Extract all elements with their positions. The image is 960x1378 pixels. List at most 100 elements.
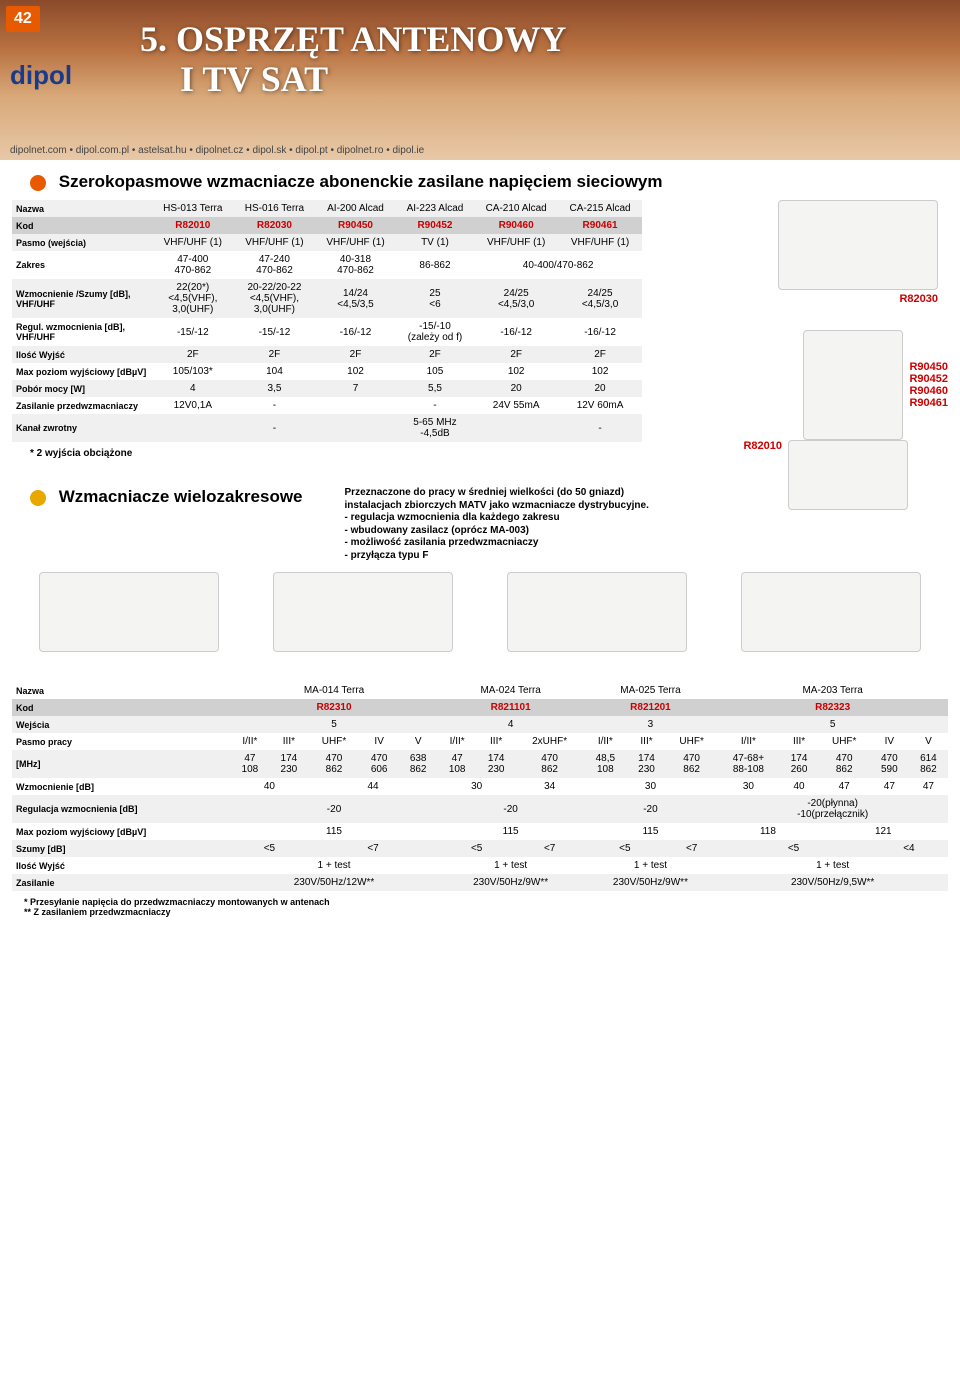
row-label: Nazwa [12,682,230,699]
table-cell: AI-200 Alcad [315,200,395,217]
table-cell: 86-862 [396,251,475,279]
table-cell: <7 [308,840,437,857]
table-cell: MA-025 Terra [584,682,718,699]
table-cell: IV [870,733,909,750]
table-cell: MA-203 Terra [717,682,948,699]
table-cell: -20 [438,795,584,823]
row-label: Max poziom wyjściowy [dBµV] [12,823,230,840]
row-label: Zasilanie [12,874,230,891]
table-cell: -20 [230,795,437,823]
table-cell: 24/25 <4,5/3,0 [474,279,558,318]
table-cell: 14/24 <4,5/3,5 [315,279,395,318]
table-cell: R90450 [315,217,395,234]
table-amplifiers-2: NazwaMA-014 TerraMA-024 TerraMA-025 Terr… [12,682,948,891]
table-cell: HS-016 Terra [234,200,316,217]
table-cell: V [909,733,948,750]
table-cell: 24V 55mA [474,397,558,414]
table-cell: 614 862 [909,750,948,778]
table-cell: 1 + test [584,857,718,874]
table-cell: -15/-10 (zależy od f) [396,318,475,346]
section1-title: Szerokopasmowe wzmacniacze abonenckie za… [12,160,948,200]
row-label: Pasmo pracy [12,733,230,750]
table-cell: 34 [516,778,584,795]
table-cell: 104 [234,363,316,380]
table-cell: 22(20*) <4,5(VHF), 3,0(UHF) [152,279,234,318]
table-cell: I/II* [438,733,477,750]
row-label: Wzmocnienie [dB] [12,778,230,795]
footer-urls: dipolnet.com • dipol.com.pl • astelsat.h… [10,145,424,156]
page-number: 42 [6,6,40,32]
table-cell: <5 [230,840,308,857]
table-cell: 118 [717,823,818,840]
table-cell: III* [477,733,516,750]
chapter-title-line2: I TV SAT [140,60,566,100]
table-cell: 470 862 [516,750,584,778]
table-amplifiers-1: NazwaHS-013 TerraHS-016 TerraAI-200 Alca… [12,200,642,442]
row-label: Pasmo (wejścia) [12,234,152,251]
table-cell: 121 [819,823,948,840]
bullet-icon [30,490,46,506]
table-cell: UHF* [666,733,717,750]
table-cell: 174 260 [780,750,819,778]
table-cell: AI-223 Alcad [396,200,475,217]
table-cell: CA-215 Alcad [558,200,642,217]
table-cell: MA-024 Terra [438,682,584,699]
table-cell: 1 + test [438,857,584,874]
table-cell: 105/103* [152,363,234,380]
table-cell: TV (1) [396,234,475,251]
table-cell: VHF/UHF (1) [152,234,234,251]
table-cell: 40 [230,778,308,795]
table-cell: 470 606 [360,750,399,778]
table-cell: 102 [558,363,642,380]
section2-title-text: Wzmacniacze wielozakresowe [59,487,303,506]
table-cell: 5 [717,716,948,733]
row-label: Ilość Wyjść [12,857,230,874]
table-cell: 25 <6 [396,279,475,318]
table-cell: 115 [438,823,584,840]
row-label: Ilość Wyjść [12,346,152,363]
table-cell: 47 [870,778,909,795]
row-label: Szumy [dB] [12,840,230,857]
table-cell: VHF/UHF (1) [474,234,558,251]
table-cell: 2F [234,346,316,363]
table-cell: 4 [152,380,234,397]
product-image [507,572,687,652]
table-cell: 20 [474,380,558,397]
chapter-title: 5. OSPRZĘT ANTENOWY I TV SAT [140,20,566,99]
table-cell: HS-013 Terra [152,200,234,217]
table-cell: R821101 [438,699,584,716]
table-cell: 102 [474,363,558,380]
table-cell: 40 [780,778,819,795]
table-cell: 20-22/20-22 <4,5(VHF), 3,0(UHF) [234,279,316,318]
table-cell: 102 [315,363,395,380]
table-cell: <7 [516,840,584,857]
row-label: Regul. wzmocnienia [dB], VHF/UHF [12,318,152,346]
table-cell: 5,5 [396,380,475,397]
table-cell [152,414,234,442]
table-cell: VHF/UHF (1) [558,234,642,251]
table-cell: <5 [438,840,516,857]
row-label: Regulacja wzmocnienia [dB] [12,795,230,823]
table-cell: I/II* [584,733,627,750]
table-cell: 3,5 [234,380,316,397]
product-images-2 [12,562,948,682]
product-image [778,200,938,290]
table-cell: 5 [230,716,437,733]
row-label: Zasilanie przedwzmacniaczy [12,397,152,414]
table-cell: R82323 [717,699,948,716]
table-cell: I/II* [717,733,779,750]
table-cell: 174 230 [477,750,516,778]
table-cell: 2F [152,346,234,363]
product-image [741,572,921,652]
table-cell: - [558,414,642,442]
row-label: Wzmocnienie /Szumy [dB], VHF/UHF [12,279,152,318]
table-cell: 47 108 [230,750,269,778]
row-label: [MHz] [12,750,230,778]
table-cell: 40-318 470-862 [315,251,395,279]
row-label: Zakres [12,251,152,279]
row-label: Kod [12,699,230,716]
row-label: Max poziom wyjściowy [dBµV] [12,363,152,380]
brand-logo: dipol [10,60,72,91]
table-cell: 2F [474,346,558,363]
table-cell: VHF/UHF (1) [234,234,316,251]
